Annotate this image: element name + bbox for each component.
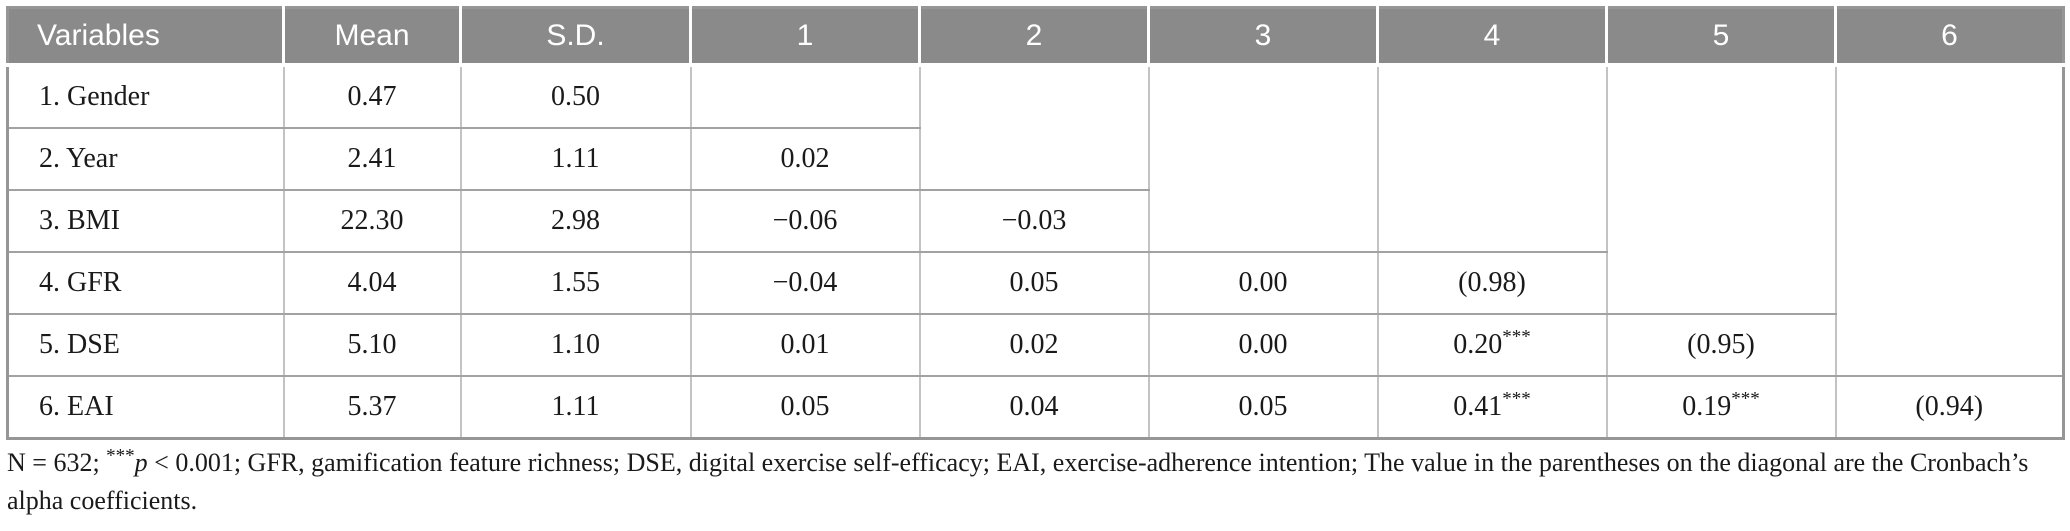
- cell-corr-2: 0.02: [918, 313, 1150, 377]
- cell-corr-3: 0.05: [1147, 375, 1379, 440]
- footnote-p-symbol: p: [134, 448, 148, 477]
- cell-sd: 0.50: [459, 64, 692, 129]
- cell-corr-1: 0.02: [689, 127, 921, 191]
- cell-empty-upper-triangle: [1376, 64, 1608, 253]
- cell-corr-1: −0.04: [689, 251, 921, 315]
- cell-alpha-diagonal: (0.98): [1376, 251, 1608, 315]
- column-header-5: 5: [1605, 7, 1836, 67]
- cell-alpha-diagonal: (0.95): [1605, 313, 1837, 377]
- table-row-gender: 1. Gender 0.47 0.50: [6, 64, 2065, 377]
- cell-sd: 1.11: [459, 127, 692, 191]
- cell-empty-upper-triangle: [1834, 64, 2065, 377]
- column-header-variables: Variables: [7, 7, 284, 67]
- significance-stars: ***: [1731, 388, 1760, 410]
- cell-sd: 1.11: [459, 375, 692, 440]
- cell-variable: 5. DSE: [6, 313, 285, 377]
- column-header-mean: Mean: [282, 7, 461, 67]
- column-header-1: 1: [689, 7, 920, 67]
- column-header-2: 2: [918, 7, 1149, 67]
- column-header-6: 6: [1834, 7, 2064, 67]
- footnote-text: < 0.001; GFR, gamification feature richn…: [7, 448, 2029, 515]
- cell-variable: 1. Gender: [6, 64, 285, 129]
- column-header-sd: S.D.: [459, 7, 691, 67]
- cell-corr-1: 0.05: [689, 375, 921, 440]
- table-row-year: 2. Year 2.41 1.11 0.02: [6, 127, 2064, 191]
- significance-stars: ***: [1502, 388, 1531, 410]
- table-row-eai: 6. EAI 5.37 1.11 0.05 0.04 0.05 0.41*** …: [6, 375, 2065, 440]
- cell-corr-5: 0.19***: [1605, 375, 1837, 440]
- cell-mean: 5.10: [282, 313, 462, 377]
- cell-alpha-diagonal: (0.94): [1834, 375, 2065, 440]
- cell-corr-2: 0.05: [918, 251, 1150, 315]
- table-row-bmi: 3. BMI 22.30 2.98 −0.06 −0.03: [6, 189, 2064, 253]
- cell-variable: 2. Year: [6, 127, 285, 191]
- cell-corr-3: 0.00: [1147, 251, 1379, 315]
- correlation-table: Variables Mean S.D. 1 2 3 4 5 6 1. Gende…: [6, 6, 2065, 440]
- cell-variable: 3. BMI: [6, 189, 285, 253]
- cell-empty-upper-triangle: [1147, 64, 1379, 253]
- header-row: Variables Mean S.D. 1 2 3 4 5 6: [7, 7, 2064, 67]
- cell-corr-1: 0.01: [689, 313, 921, 377]
- cell-mean: 2.41: [282, 127, 462, 191]
- cell-corr-4: 0.41***: [1376, 375, 1608, 440]
- cell-mean: 0.47: [282, 64, 462, 129]
- cell-sd: 1.10: [459, 313, 692, 377]
- cell-empty-diagonal: [689, 64, 921, 129]
- cell-variable: 6. EAI: [6, 375, 285, 440]
- cell-sd: 1.55: [459, 251, 692, 315]
- cell-corr-2: −0.03: [918, 189, 1150, 253]
- footnote-sample-size: N = 632;: [7, 448, 107, 477]
- cell-mean: 5.37: [282, 375, 462, 440]
- cell-mean: 4.04: [282, 251, 462, 315]
- column-header-3: 3: [1147, 7, 1378, 67]
- cell-mean: 22.30: [282, 189, 462, 253]
- significance-stars: ***: [106, 445, 135, 467]
- cell-variable: 4. GFR: [6, 251, 285, 315]
- table-row-dse: 5. DSE 5.10 1.10 0.01 0.02 0.00 0.20*** …: [6, 313, 2064, 377]
- correlation-table-container: Variables Mean S.D. 1 2 3 4 5 6 1. Gende…: [6, 6, 2065, 440]
- cell-sd: 2.98: [459, 189, 692, 253]
- column-header-4: 4: [1376, 7, 1607, 67]
- cell-corr-3: 0.00: [1147, 313, 1379, 377]
- table-row-gfr: 4. GFR 4.04 1.55 −0.04 0.05 0.00 (0.98): [6, 251, 2064, 315]
- cell-corr-4: 0.20***: [1376, 313, 1608, 377]
- cell-corr-1: −0.06: [689, 189, 921, 253]
- cell-empty-upper-triangle: [1605, 64, 1837, 315]
- table-footnote: N = 632; ***p < 0.001; GFR, gamification…: [7, 444, 2065, 520]
- cell-corr-2: 0.04: [918, 375, 1150, 440]
- cell-empty-upper-triangle: [918, 64, 1150, 191]
- significance-stars: ***: [1502, 326, 1531, 348]
